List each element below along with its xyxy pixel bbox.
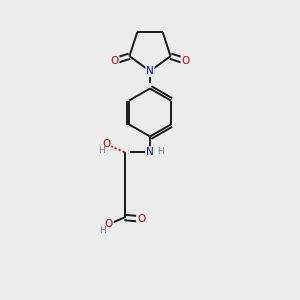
Text: H: H xyxy=(98,146,104,155)
Text: H: H xyxy=(99,226,106,235)
Text: N: N xyxy=(146,147,154,157)
Text: N: N xyxy=(146,66,154,76)
Text: O: O xyxy=(137,214,145,224)
Text: O: O xyxy=(105,219,113,229)
Text: O: O xyxy=(110,56,119,66)
Text: H: H xyxy=(158,147,164,156)
Text: O: O xyxy=(181,56,190,66)
Text: O: O xyxy=(102,139,111,149)
